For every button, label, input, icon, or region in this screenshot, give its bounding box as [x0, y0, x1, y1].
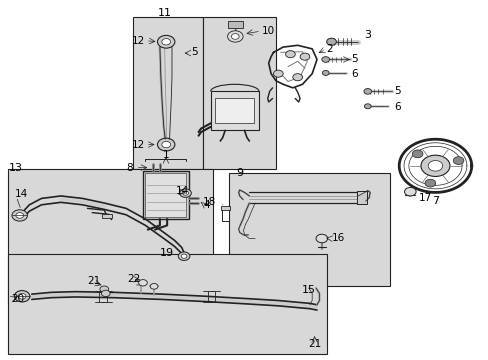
Circle shape: [300, 53, 309, 60]
Circle shape: [14, 291, 30, 302]
Text: 21: 21: [307, 339, 321, 349]
Text: 1: 1: [163, 150, 169, 160]
Text: 18: 18: [203, 197, 216, 207]
Circle shape: [427, 161, 442, 171]
Bar: [133, 17, 203, 169]
Circle shape: [420, 155, 449, 176]
Circle shape: [227, 31, 243, 42]
Bar: [215, 99, 254, 123]
Bar: [228, 173, 389, 286]
Bar: [222, 208, 228, 221]
Text: 9: 9: [236, 168, 243, 178]
Circle shape: [321, 57, 329, 62]
Text: 13: 13: [9, 163, 22, 172]
Circle shape: [322, 71, 328, 76]
Circle shape: [150, 283, 158, 289]
Text: 6: 6: [350, 69, 357, 79]
Circle shape: [101, 290, 110, 297]
Bar: [356, 191, 366, 204]
Circle shape: [181, 254, 186, 258]
Circle shape: [162, 39, 170, 45]
Text: 7: 7: [431, 196, 438, 206]
Circle shape: [363, 89, 371, 94]
Text: 5: 5: [393, 86, 400, 96]
Bar: [102, 214, 111, 218]
Text: 8: 8: [126, 163, 133, 172]
Bar: [221, 206, 229, 210]
Circle shape: [18, 293, 26, 299]
Bar: [145, 173, 186, 217]
Text: 14: 14: [15, 189, 28, 199]
Circle shape: [182, 191, 188, 195]
Bar: [227, 21, 243, 28]
Circle shape: [12, 210, 27, 221]
Text: 6: 6: [393, 102, 400, 112]
Bar: [210, 91, 259, 130]
Text: 20: 20: [11, 294, 24, 304]
Circle shape: [162, 141, 170, 148]
Circle shape: [231, 33, 239, 39]
Text: 17: 17: [418, 193, 431, 203]
Text: 11: 11: [158, 8, 171, 18]
Text: 10: 10: [262, 26, 274, 36]
Circle shape: [411, 150, 422, 158]
Text: 16: 16: [331, 234, 344, 243]
Circle shape: [157, 35, 175, 48]
Bar: [203, 17, 275, 169]
Circle shape: [326, 38, 336, 45]
Circle shape: [16, 213, 23, 218]
Text: 12: 12: [132, 36, 145, 46]
Circle shape: [138, 280, 147, 286]
Circle shape: [424, 179, 435, 187]
Circle shape: [292, 74, 302, 81]
Text: 5: 5: [350, 54, 357, 64]
Text: 21: 21: [87, 276, 101, 286]
Text: 12: 12: [132, 140, 145, 149]
Text: 2: 2: [326, 44, 333, 54]
Bar: [8, 169, 213, 304]
Text: 4: 4: [203, 200, 210, 210]
Circle shape: [404, 188, 415, 196]
Circle shape: [315, 234, 327, 243]
Text: 19: 19: [160, 248, 174, 258]
Text: 14: 14: [176, 186, 189, 196]
Bar: [142, 171, 188, 219]
Circle shape: [285, 51, 295, 58]
Circle shape: [364, 104, 370, 109]
Circle shape: [178, 252, 189, 260]
Text: 5: 5: [191, 48, 198, 57]
Circle shape: [100, 286, 108, 292]
Circle shape: [180, 189, 191, 197]
Circle shape: [452, 157, 463, 165]
Text: 22: 22: [127, 274, 141, 284]
Circle shape: [273, 70, 283, 77]
Text: 15: 15: [302, 285, 316, 295]
Bar: [8, 255, 326, 354]
Circle shape: [157, 138, 175, 151]
Text: 3: 3: [364, 30, 370, 40]
